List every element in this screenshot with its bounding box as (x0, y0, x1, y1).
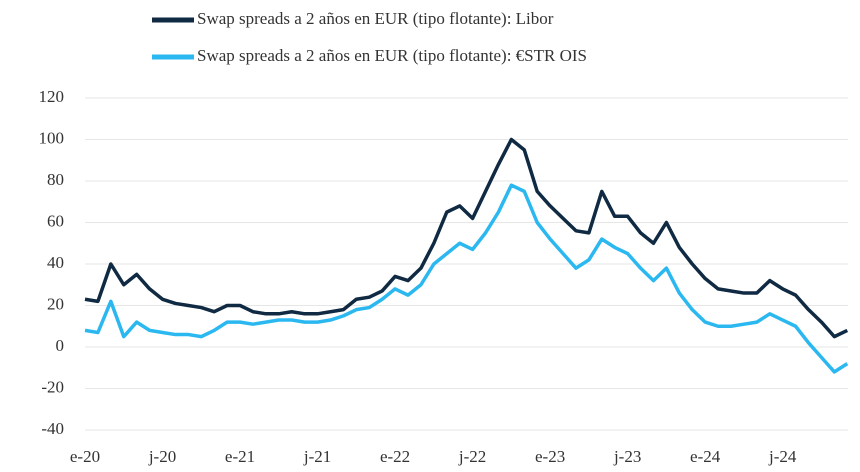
y-tick-label: -20 (41, 377, 64, 396)
x-tick-label: e-21 (225, 447, 255, 466)
x-tick-label: e-22 (380, 447, 410, 466)
x-tick-label: j-24 (768, 447, 797, 466)
x-tick-label: j-23 (613, 447, 641, 466)
x-tick-label: j-22 (458, 447, 486, 466)
y-tick-label: 0 (56, 336, 65, 355)
y-tick-label: 80 (47, 170, 64, 189)
y-tick-label: 120 (39, 87, 65, 106)
y-tick-label: 100 (39, 128, 65, 147)
x-tick-label: e-24 (690, 447, 721, 466)
x-tick-label: j-20 (148, 447, 176, 466)
legend-label: Swap spreads a 2 años en EUR (tipo flota… (197, 9, 554, 28)
y-tick-label: 60 (47, 211, 64, 230)
x-tick-label: e-20 (70, 447, 100, 466)
legend-label: Swap spreads a 2 años en EUR (tipo flota… (197, 46, 587, 65)
series-line (84, 183, 849, 374)
y-tick-label: -40 (41, 419, 64, 438)
y-tick-label: 20 (47, 294, 64, 313)
series-line (84, 137, 849, 339)
y-tick-label: 40 (47, 253, 64, 272)
x-tick-label: e-23 (535, 447, 565, 466)
x-tick-label: j-21 (303, 447, 331, 466)
